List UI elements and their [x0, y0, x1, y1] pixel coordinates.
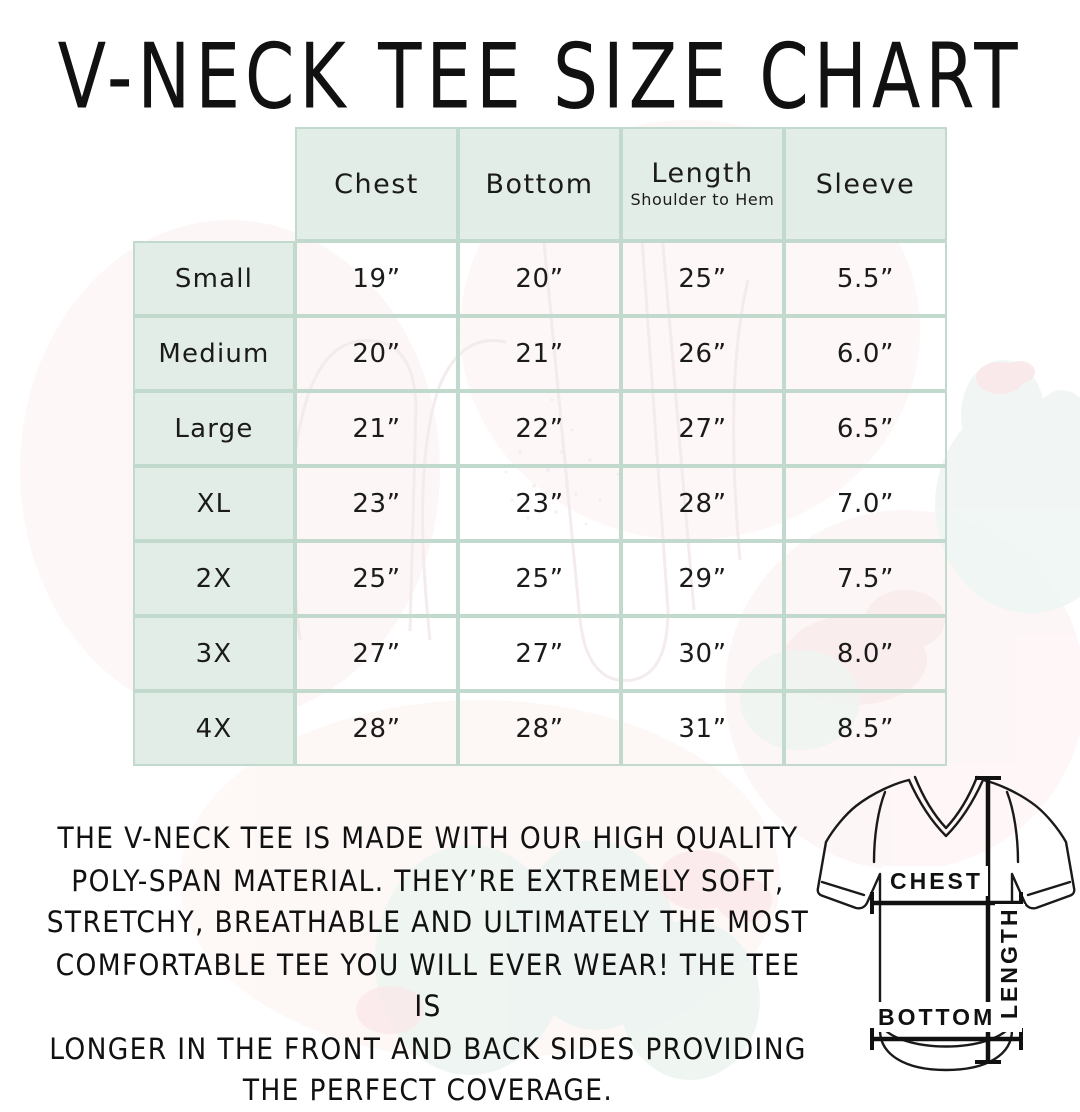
cell-length: 27” [621, 391, 784, 466]
table-row: 2X 25” 25” 29” 7.5” [133, 541, 947, 616]
description-line: STRETCHY, BREATHABLE AND ULTIMATELY THE … [46, 905, 810, 941]
column-header-chest-label: Chest [334, 168, 419, 200]
column-header-bottom-label: Bottom [485, 168, 594, 200]
cell-chest: 23” [295, 466, 458, 541]
row-size-label: XL [133, 466, 295, 541]
row-size-label: Medium [133, 316, 295, 391]
product-description: THE V-NECK TEE IS MADE WITH OUR HIGH QUA… [38, 818, 818, 1112]
description-line: THE PERFECT COVERAGE. [242, 1073, 614, 1109]
table-row: 4X 28” 28” 31” 8.5” [133, 691, 947, 766]
cell-bottom: 27” [458, 616, 621, 691]
corner-cell [133, 127, 295, 241]
cell-sleeve: 6.0” [784, 316, 947, 391]
cell-length: 26” [621, 316, 784, 391]
cell-chest: 21” [295, 391, 458, 466]
size-chart-table: Chest Bottom Length Shoulder to Hem Slee… [133, 127, 947, 766]
chest-label-bg [882, 866, 988, 896]
cell-bottom: 20” [458, 241, 621, 316]
cell-bottom: 23” [458, 466, 621, 541]
cell-bottom: 21” [458, 316, 621, 391]
length-label-bg [995, 904, 1025, 1022]
cell-bottom: 28” [458, 691, 621, 766]
row-size-label: 2X [133, 541, 295, 616]
cell-sleeve: 7.5” [784, 541, 947, 616]
table-row: Medium 20” 21” 26” 6.0” [133, 316, 947, 391]
cell-length: 28” [621, 466, 784, 541]
v-neck-tee-measurement-diagram: CHEST BOTTOM LENGTH [816, 775, 1076, 1072]
column-header-length-label: Length [651, 158, 754, 189]
description-line: POLY-SPAN MATERIAL. THEY’RE EXTREMELY SO… [71, 863, 785, 899]
cell-sleeve: 6.5” [784, 391, 947, 466]
column-header-length: Length Shoulder to Hem [621, 127, 784, 241]
table-row: 3X 27” 27” 30” 8.0” [133, 616, 947, 691]
table-row: XL 23” 23” 28” 7.0” [133, 466, 947, 541]
cell-chest: 27” [295, 616, 458, 691]
cell-chest: 28” [295, 691, 458, 766]
diagram-labels: CHEST BOTTOM LENGTH [874, 866, 1025, 1032]
cell-length: 30” [621, 616, 784, 691]
header-row: Chest Bottom Length Shoulder to Hem Slee… [133, 127, 947, 241]
page-title: V-NECK TEE SIZE CHART [57, 24, 1023, 130]
cell-sleeve: 8.5” [784, 691, 947, 766]
row-size-label: 4X [133, 691, 295, 766]
table-row: Large 21” 22” 27” 6.5” [133, 391, 947, 466]
column-header-sleeve: Sleeve [784, 127, 947, 241]
length-label: LENGTH [996, 906, 1022, 1019]
bottom-label: BOTTOM [878, 1004, 995, 1030]
column-header-length-sublabel: Shoulder to Hem [630, 190, 775, 209]
cell-chest: 19” [295, 241, 458, 316]
cell-bottom: 22” [458, 391, 621, 466]
description-line: LONGER IN THE FRONT AND BACK SIDES PROVI… [49, 1031, 807, 1067]
column-header-sleeve-label: Sleeve [815, 168, 916, 200]
table-body: Small 19” 20” 25” 5.5” Medium 20” 21” 26… [133, 241, 947, 766]
cell-sleeve: 5.5” [784, 241, 947, 316]
description-line: COMFORTABLE TEE YOU WILL EVER WEAR! THE … [55, 947, 801, 1025]
cell-chest: 20” [295, 316, 458, 391]
row-size-label: Large [133, 391, 295, 466]
cell-chest: 25” [295, 541, 458, 616]
cell-length: 29” [621, 541, 784, 616]
cell-length: 25” [621, 241, 784, 316]
description-line: THE V-NECK TEE IS MADE WITH OUR HIGH QUA… [57, 821, 799, 857]
cell-bottom: 25” [458, 541, 621, 616]
row-size-label: 3X [133, 616, 295, 691]
chest-label: CHEST [890, 868, 983, 894]
cell-length: 31” [621, 691, 784, 766]
column-header-chest: Chest [295, 127, 458, 241]
cell-sleeve: 8.0” [784, 616, 947, 691]
row-size-label: Small [133, 241, 295, 316]
table-header: Chest Bottom Length Shoulder to Hem Slee… [133, 127, 947, 241]
cell-sleeve: 7.0” [784, 466, 947, 541]
table-row: Small 19” 20” 25” 5.5” [133, 241, 947, 316]
column-header-bottom: Bottom [458, 127, 621, 241]
